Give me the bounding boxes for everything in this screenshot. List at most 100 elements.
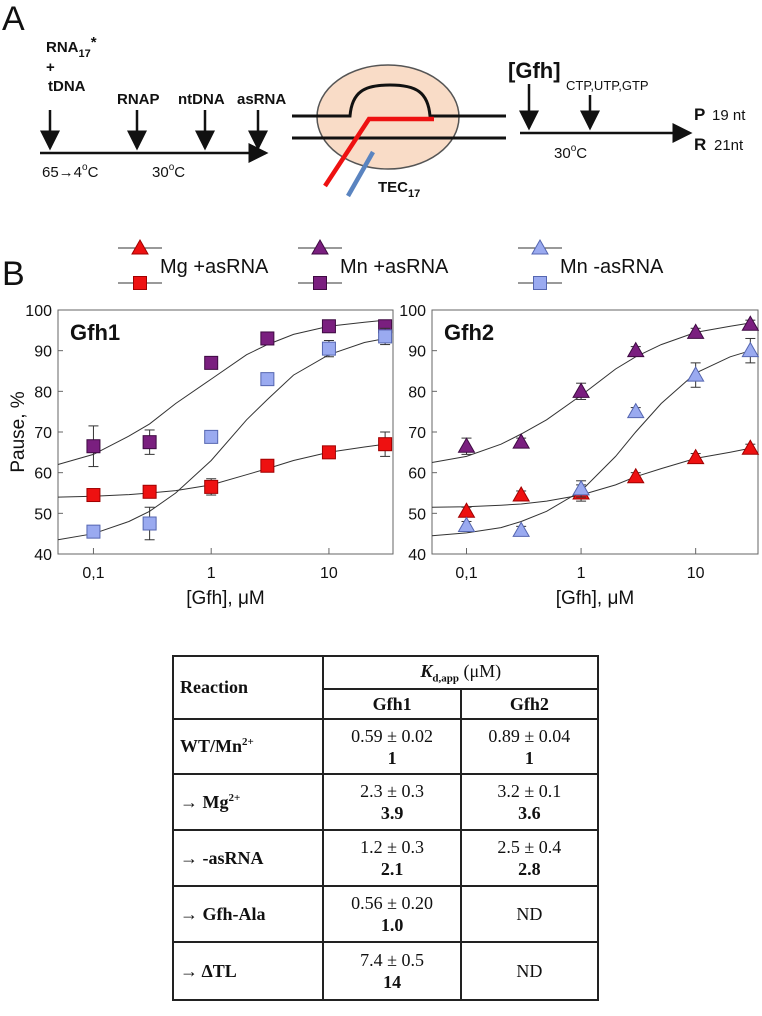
rna-strand [323, 116, 434, 188]
header-cell: Gfh1 [322, 688, 462, 720]
header-row: Reaction Kd,app (μM) [171, 655, 599, 720]
marker [204, 355, 219, 370]
header-row: Gfh1 Gfh2 [173, 688, 600, 720]
y-tick-label: 100 [25, 303, 52, 320]
marker [572, 382, 590, 398]
rna-label: RNA17* [46, 34, 97, 60]
kd-value: 7.4 ± 0.5 [360, 950, 425, 970]
marker [457, 516, 476, 533]
x-tick-label: 0,1 [82, 565, 104, 582]
marker [142, 435, 157, 450]
y-tick-label: 90 [34, 344, 52, 361]
kd-value: ND [516, 904, 543, 924]
table-row: → -asRNA 1.2 ± 0.3 2.1 2.5 ± 0.4 2.8 [171, 829, 600, 887]
text: 30 [554, 145, 571, 162]
marker [626, 402, 645, 419]
marker [626, 467, 645, 484]
step-label: tDNA [48, 78, 86, 95]
plot-frame [431, 309, 759, 555]
value-cell: 2.3 ± 0.3 3.9 [322, 773, 462, 831]
marker [142, 484, 157, 499]
marker [131, 238, 149, 255]
panel-label: A [2, 0, 25, 38]
y-tick-label: 70 [408, 425, 426, 442]
value-cell: ND [459, 941, 600, 1001]
x-tick-label: 0,1 [455, 565, 477, 582]
gfh-label: [Gfh] [508, 58, 561, 83]
kd-symbol: K [420, 660, 433, 681]
marker [686, 448, 705, 465]
figure: A B C RNA17* + tDNA RNAP ntDNA asRNA 65→… [2, 0, 760, 609]
y-tick-label: 60 [34, 466, 52, 483]
chart: 40 50 60 70 80 90 100 0,1 1 10 [Gfh], μM Gfh2 [399, 303, 760, 609]
marker [533, 276, 547, 290]
marker [321, 445, 336, 460]
table-row: → Mg2+ 2.3 ± 0.3 3.9 3.2 ± 0.1 3.6 [171, 773, 600, 831]
kd-ratio: 2.1 [380, 859, 404, 879]
legend-label: Mn +asRNA [340, 256, 449, 278]
temperature: 30oC [152, 162, 185, 181]
kd-value: 0.59 ± 0.02 [351, 725, 434, 746]
reaction-cell: WT/Mn2+ [171, 718, 325, 775]
value-cell: 3.2 ± 0.1 3.6 [459, 773, 600, 831]
kd-ratio: 1 [387, 747, 397, 768]
marker [741, 315, 760, 331]
value-cell: 0.56 ± 0.20 1.0 [322, 885, 462, 943]
y-tick-label: 80 [408, 384, 426, 401]
marker [457, 502, 476, 518]
temperature: 65→4oC [42, 162, 99, 181]
y-tick-label: 50 [408, 506, 426, 523]
tec-label: TEC17 [378, 179, 420, 200]
sub: 17 [408, 188, 420, 200]
reaction-text: → -asRNA [180, 847, 264, 868]
x-tick-label: 10 [320, 565, 338, 582]
plot-frame [57, 309, 394, 555]
reaction-text: → ΔTL [180, 960, 237, 981]
product-letter: P [694, 105, 705, 124]
marker [204, 479, 219, 494]
marker [142, 516, 157, 531]
marker [86, 488, 101, 503]
y-tick-label: 90 [408, 344, 426, 361]
kd-sub: d,app [432, 672, 459, 685]
marker [512, 433, 531, 449]
marker [311, 238, 329, 255]
header-cell: Kd,app (μM) [322, 655, 599, 690]
y-tick-label: 40 [408, 547, 426, 564]
kd-value: 0.89 ± 0.04 [488, 725, 571, 746]
text: 65→4 [42, 164, 82, 181]
kd-value: 2.3 ± 0.3 [360, 781, 425, 801]
reaction-text: → Mg [180, 791, 229, 812]
schematic [40, 64, 693, 198]
marker [512, 486, 531, 502]
step-label: RNAP [117, 91, 160, 108]
kd-ratio: 14 [383, 972, 402, 992]
product-label: 21nt [714, 137, 744, 154]
y-tick-label: 100 [399, 303, 426, 320]
step-label: ntDNA [178, 91, 225, 108]
marker [741, 439, 760, 455]
x-axis-title: [Gfh], μM [186, 588, 265, 609]
reaction-sup: 2+ [228, 791, 241, 804]
marker [457, 437, 476, 453]
reaction-cell: → ΔTL [171, 941, 325, 1001]
y-tick-label: 50 [34, 506, 52, 523]
header-cell: Gfh2 [459, 688, 600, 720]
marker [531, 238, 549, 255]
y-tick-label: 40 [34, 547, 52, 564]
sup: o [571, 143, 577, 154]
marker [260, 331, 275, 346]
marker [260, 458, 275, 473]
marker [321, 319, 336, 334]
text: TEC [378, 179, 408, 196]
header-cell: Reaction [171, 655, 325, 720]
panel-label: B [2, 255, 25, 293]
ntp-label: CTP,UTP,GTP [566, 78, 649, 93]
table-row: → Gfh-Ala 0.56 ± 0.20 1.0 ND [171, 885, 600, 943]
fit-curve [431, 322, 751, 463]
value-cell: ND [459, 885, 600, 943]
text: 30 [152, 164, 169, 181]
chart: 40 50 60 70 80 90 100 0,1 1 10 [Gfh], μM Pause, % Gf… [8, 303, 394, 609]
x-axis-title: [Gfh], μM [556, 588, 635, 609]
